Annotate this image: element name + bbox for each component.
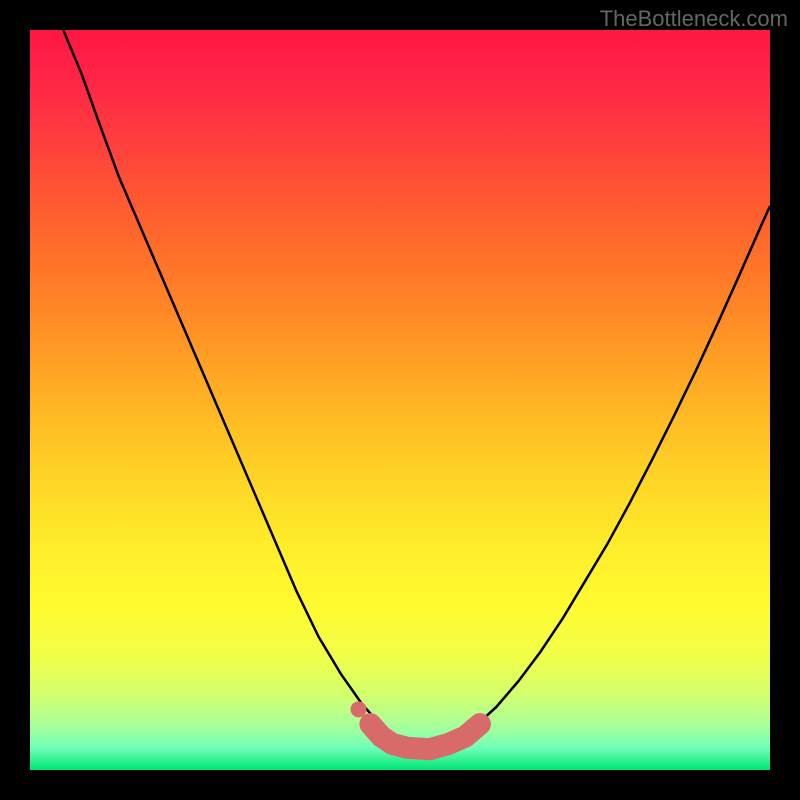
bottleneck-curve-left — [63, 30, 378, 722]
bottleneck-bottom-highlight — [370, 724, 480, 749]
plot-area — [30, 30, 770, 770]
curve-overlay — [30, 30, 770, 770]
chart-container: TheBottleneck.com — [0, 0, 800, 800]
bottom-dot — [351, 701, 367, 717]
watermark-label: TheBottleneck.com — [600, 6, 788, 32]
bottleneck-curve-right — [480, 206, 770, 722]
